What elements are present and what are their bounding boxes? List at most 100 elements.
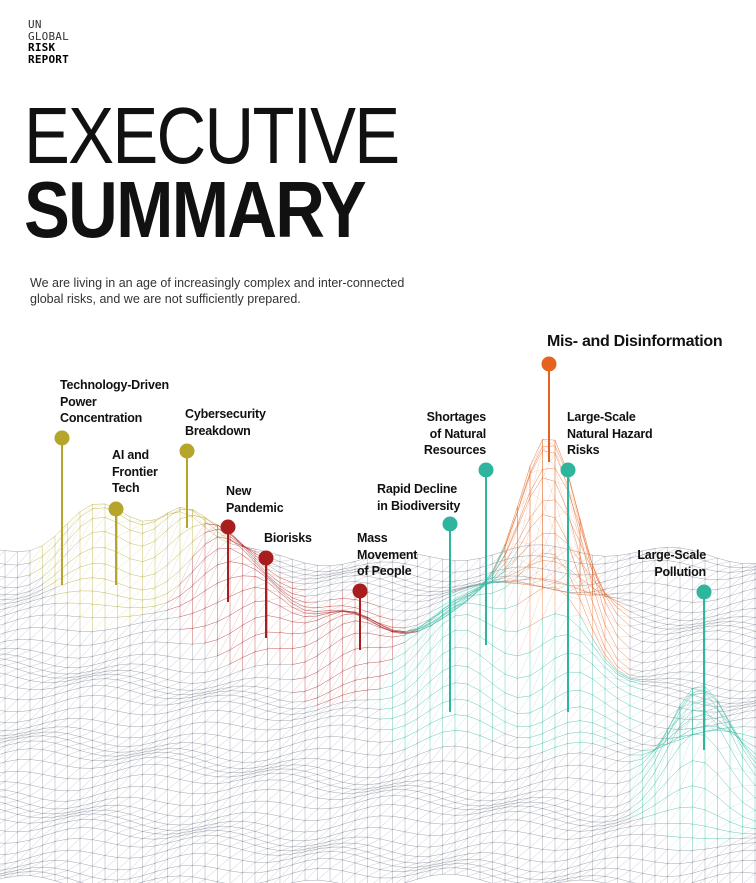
mesh-line bbox=[154, 529, 168, 542]
mesh-line bbox=[404, 730, 418, 738]
mesh-line bbox=[554, 584, 568, 591]
mesh-line bbox=[117, 606, 131, 608]
mesh-line bbox=[129, 520, 143, 526]
mesh-line bbox=[717, 631, 731, 640]
mesh-line bbox=[504, 576, 518, 589]
mesh-line bbox=[242, 752, 256, 754]
mesh-line bbox=[642, 570, 656, 583]
mesh-line bbox=[592, 570, 606, 593]
mesh-line bbox=[104, 695, 118, 699]
mesh-line bbox=[642, 683, 656, 687]
mesh-line bbox=[117, 736, 131, 739]
mesh-line bbox=[167, 584, 181, 603]
mesh-line bbox=[404, 630, 418, 632]
mesh-line bbox=[454, 586, 468, 590]
mesh-line bbox=[367, 627, 381, 634]
mesh-line bbox=[317, 579, 331, 589]
mesh-line bbox=[642, 669, 656, 678]
mesh-line bbox=[79, 603, 93, 605]
mesh-line bbox=[554, 634, 568, 659]
mesh-line bbox=[192, 721, 206, 724]
mesh-line bbox=[504, 576, 518, 609]
mesh-line bbox=[729, 566, 743, 569]
mesh-line bbox=[67, 603, 81, 616]
mesh-line bbox=[429, 624, 443, 652]
mesh-line bbox=[654, 678, 668, 683]
mesh-line bbox=[617, 558, 631, 570]
mesh-line bbox=[392, 652, 406, 660]
mesh-line bbox=[29, 604, 43, 608]
mesh-line bbox=[329, 576, 343, 580]
mesh-line bbox=[167, 709, 181, 713]
mesh-line bbox=[617, 723, 631, 731]
mesh-line bbox=[279, 572, 293, 578]
mesh-line bbox=[467, 588, 481, 601]
mesh-line bbox=[554, 467, 568, 491]
mesh-line bbox=[29, 670, 43, 674]
mesh-line bbox=[204, 582, 218, 592]
mesh-line bbox=[254, 648, 268, 653]
mesh-line bbox=[242, 707, 256, 715]
mesh-line bbox=[17, 550, 31, 553]
mesh-line bbox=[279, 708, 293, 714]
mesh-line bbox=[117, 522, 131, 531]
mesh-line bbox=[404, 617, 418, 621]
mesh-line bbox=[292, 603, 306, 611]
mesh-line bbox=[292, 621, 306, 624]
mesh-line bbox=[279, 588, 293, 599]
mesh-line bbox=[592, 709, 606, 717]
mesh-line bbox=[417, 569, 431, 577]
mesh-line bbox=[142, 521, 156, 534]
mesh-line bbox=[304, 607, 318, 611]
mesh-line bbox=[242, 576, 256, 591]
mesh-line bbox=[654, 726, 668, 729]
mesh-line bbox=[404, 579, 418, 585]
mesh-line bbox=[317, 631, 331, 641]
mesh-line bbox=[417, 554, 431, 557]
mesh-line bbox=[604, 667, 618, 680]
mesh-line bbox=[667, 690, 681, 696]
mesh-line bbox=[292, 607, 306, 614]
mesh-line bbox=[204, 520, 218, 538]
mesh-line bbox=[292, 677, 306, 693]
mesh-line bbox=[267, 581, 281, 593]
mesh-line bbox=[667, 678, 681, 680]
mesh-line bbox=[529, 584, 543, 588]
mesh-line bbox=[342, 724, 356, 727]
mesh-line bbox=[454, 600, 468, 610]
mesh-line bbox=[79, 750, 93, 755]
mesh-line bbox=[667, 553, 681, 561]
mesh-line bbox=[379, 606, 393, 611]
mesh-line bbox=[254, 729, 268, 742]
mesh-line bbox=[442, 607, 456, 617]
mesh-line bbox=[479, 735, 493, 742]
mesh-line bbox=[4, 611, 18, 624]
mesh-line bbox=[29, 592, 43, 599]
mesh-line bbox=[229, 540, 243, 547]
mesh-line bbox=[54, 746, 68, 753]
mesh-line bbox=[742, 668, 756, 670]
mesh-line bbox=[104, 674, 118, 679]
mesh-line bbox=[717, 617, 731, 623]
mesh-line bbox=[542, 582, 556, 588]
mesh-line bbox=[379, 572, 393, 577]
mesh-line bbox=[717, 706, 731, 713]
mesh-line bbox=[404, 563, 418, 567]
mesh-line bbox=[717, 625, 731, 631]
mesh-line bbox=[629, 636, 643, 642]
mesh-line bbox=[42, 587, 56, 594]
mesh-line bbox=[129, 690, 143, 695]
mesh-line bbox=[354, 611, 368, 618]
mesh-line bbox=[304, 601, 318, 608]
mesh-line bbox=[379, 636, 393, 648]
mesh-line bbox=[129, 631, 143, 636]
mesh-line bbox=[242, 549, 256, 561]
mesh-line bbox=[92, 667, 106, 672]
mesh-line bbox=[17, 719, 31, 723]
mesh-line bbox=[679, 612, 693, 621]
mesh-line bbox=[142, 587, 156, 601]
mesh-line bbox=[29, 589, 43, 599]
mesh-line bbox=[442, 729, 456, 733]
mesh-line bbox=[117, 635, 131, 650]
mesh-line bbox=[517, 474, 531, 513]
